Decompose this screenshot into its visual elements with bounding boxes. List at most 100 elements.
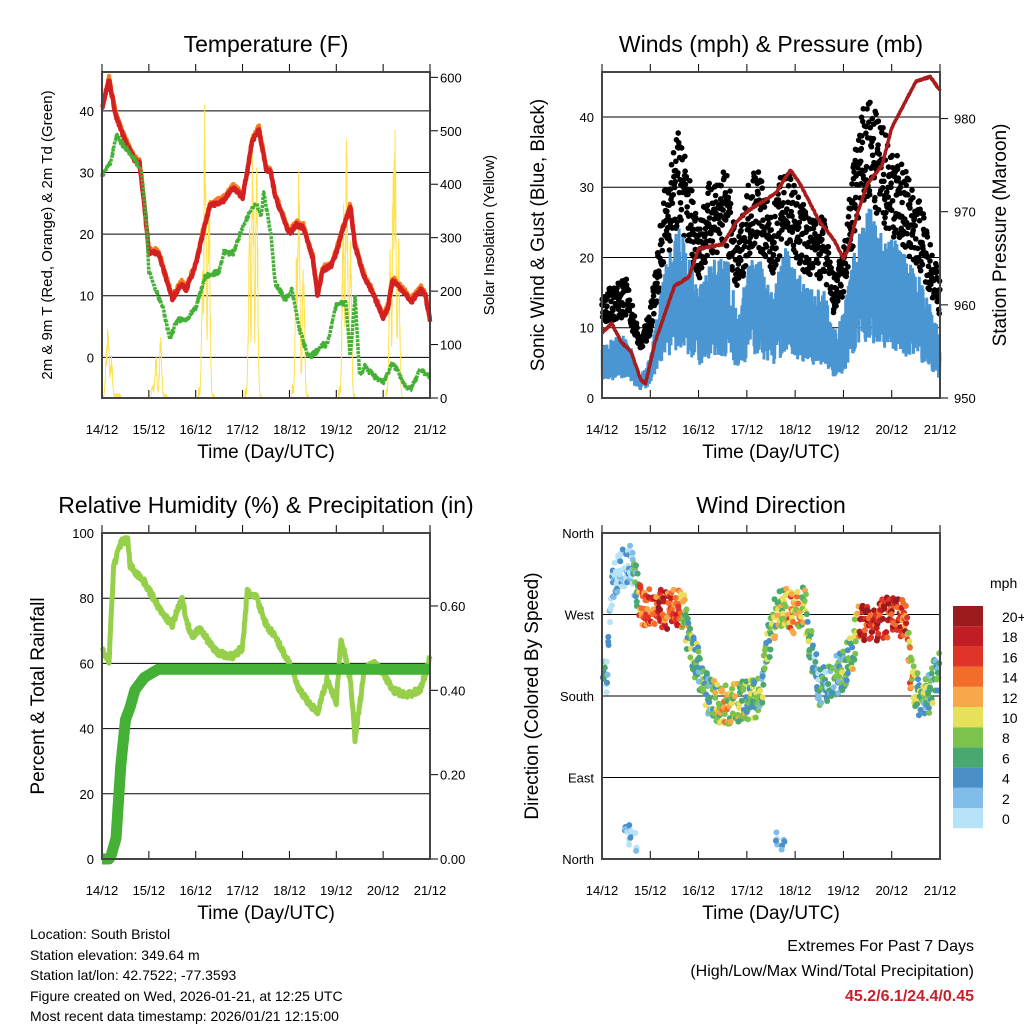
gust-point	[916, 217, 923, 224]
gust-point	[920, 245, 926, 252]
gust-point	[771, 239, 777, 246]
gust-point	[875, 118, 882, 124]
gust-point	[622, 311, 629, 318]
direction-point	[601, 664, 608, 671]
gust-point	[724, 172, 730, 179]
gust-point	[929, 252, 935, 259]
gust-point	[704, 202, 711, 209]
gust-point	[608, 298, 614, 305]
gust-point	[659, 247, 666, 254]
gust-point	[890, 234, 897, 240]
direction-point	[645, 613, 652, 620]
gust-point	[838, 283, 844, 289]
direction-point	[672, 594, 679, 601]
y2-tick-label: 0.20	[440, 768, 465, 783]
gust-point	[889, 197, 896, 204]
gust-point	[706, 215, 713, 221]
direction-point	[759, 699, 766, 706]
gust-point	[757, 206, 764, 213]
direction-point	[818, 699, 825, 706]
y-tick-label: 40	[80, 104, 94, 119]
gust-point	[906, 176, 912, 183]
legend-label: 6	[1002, 750, 1010, 766]
gust-point	[790, 242, 797, 249]
direction-point	[875, 630, 882, 637]
gust-point	[656, 285, 663, 291]
x-tick-label: 15/12	[634, 883, 667, 898]
gust-point	[625, 287, 632, 293]
direction-point	[760, 681, 767, 688]
direction-point	[614, 588, 621, 595]
gust-point	[883, 209, 889, 216]
legend-swatch	[953, 707, 983, 728]
direction-point	[681, 596, 688, 603]
gust-point	[797, 238, 803, 244]
gust-point	[827, 259, 833, 265]
y-tick-label: 10	[580, 321, 594, 336]
x-tick-label: 14/12	[86, 422, 119, 437]
gust-point	[669, 200, 676, 207]
gust-point	[866, 191, 873, 198]
gust-point	[759, 223, 765, 230]
gust-point	[792, 249, 799, 256]
gust-point	[678, 217, 684, 223]
y2-tick-label: 0	[440, 391, 447, 406]
gust-point	[835, 298, 841, 304]
direction-point	[824, 698, 831, 705]
y2-tick-label: 0.60	[440, 599, 465, 614]
gust-point	[656, 273, 663, 279]
direction-point	[706, 699, 713, 706]
direction-point	[632, 830, 639, 837]
gust-point	[806, 256, 812, 263]
gust-point	[909, 187, 915, 193]
x-tick-label: 18/12	[779, 422, 812, 437]
gust-point	[690, 226, 697, 233]
x-tick-label: 18/12	[779, 883, 812, 898]
gust-point	[647, 327, 654, 333]
y-tick-label: 10	[80, 289, 94, 304]
direction-point	[626, 822, 633, 829]
gust-point	[748, 213, 755, 219]
gust-point	[852, 194, 859, 201]
direction-point	[812, 659, 819, 666]
gust-point	[675, 130, 681, 136]
gust-point	[825, 250, 832, 256]
gust-point	[914, 245, 921, 252]
gust-point	[763, 243, 770, 250]
direction-point	[744, 716, 751, 723]
x-tick-label: 20/12	[875, 422, 908, 437]
direction-point	[759, 694, 766, 701]
gust-point	[797, 257, 804, 263]
gust-point	[885, 194, 892, 200]
legend-label: 14	[1002, 670, 1018, 686]
direction-point	[627, 542, 634, 549]
gust-point	[873, 111, 879, 117]
gust-point	[690, 239, 697, 245]
x-axis-label: Time (Day/UTC)	[197, 442, 335, 463]
relative-humidity-line	[100, 535, 433, 745]
direction-point	[852, 650, 859, 657]
gust-point	[817, 274, 824, 280]
direction-point	[808, 627, 815, 634]
gust-point	[875, 142, 881, 148]
direction-point	[605, 642, 612, 649]
gust-point	[792, 189, 798, 196]
gust-point	[914, 211, 921, 218]
dewpoint-2m-line	[100, 132, 432, 393]
legend-swatch	[953, 606, 983, 627]
direction-point	[626, 841, 633, 848]
x-tick-label: 14/12	[586, 883, 619, 898]
gust-point	[667, 238, 673, 244]
gust-point	[751, 240, 758, 247]
direction-point	[797, 613, 804, 620]
gust-point	[785, 183, 792, 189]
gust-point	[870, 135, 877, 142]
x-tick-label: 17/12	[731, 883, 764, 898]
x-tick-label: 15/12	[133, 883, 166, 898]
direction-point	[685, 620, 692, 627]
direction-point	[634, 570, 641, 577]
gust-point	[720, 207, 726, 213]
x-tick-label: 14/12	[586, 422, 619, 437]
x-tick-label: 14/12	[86, 883, 119, 898]
direction-point	[714, 681, 721, 688]
